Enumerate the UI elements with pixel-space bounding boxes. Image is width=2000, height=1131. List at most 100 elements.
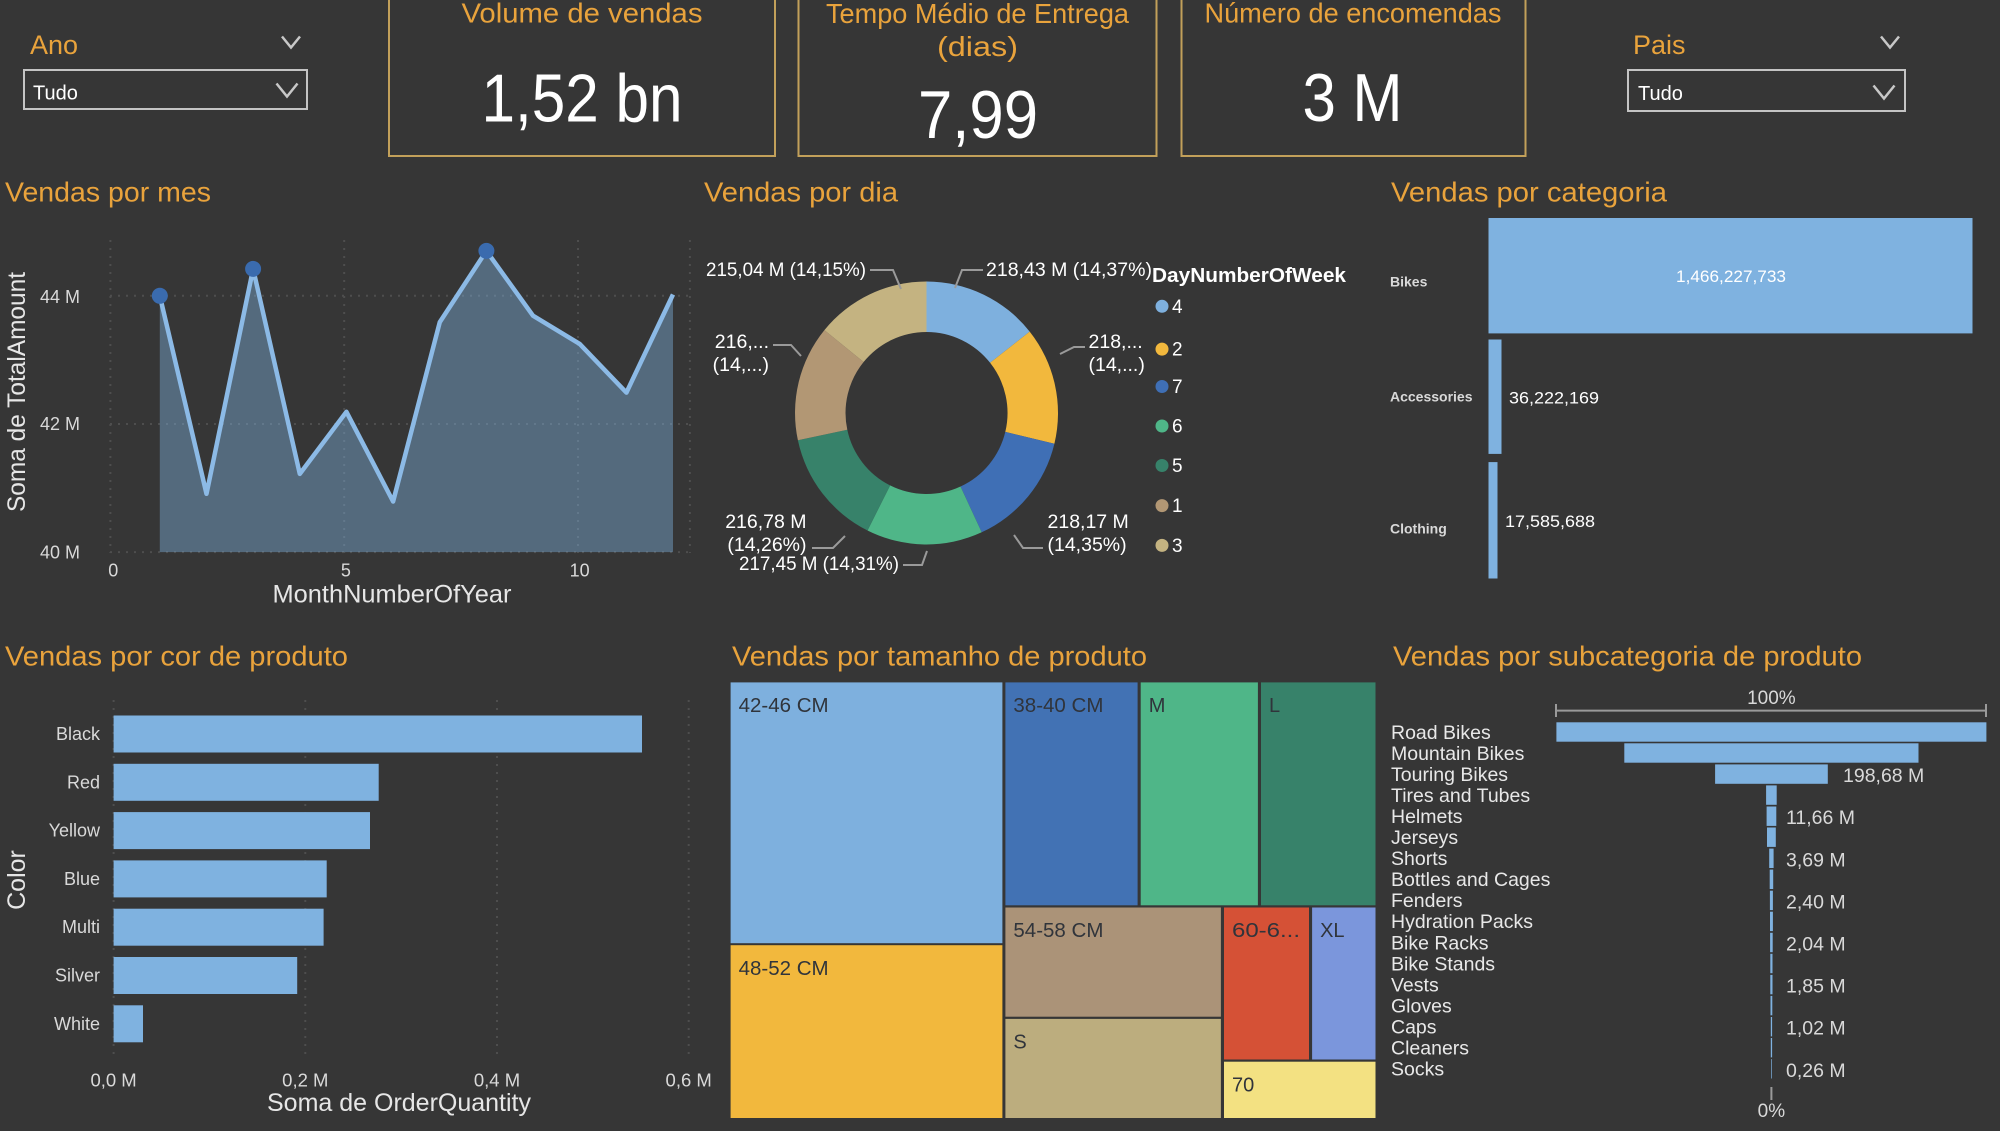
svg-text:Mountain Bikes: Mountain Bikes [1391, 743, 1525, 765]
svg-text:Socks: Socks [1391, 1059, 1444, 1081]
svg-text:Tudo: Tudo [33, 83, 78, 105]
svg-text:217,45 M (14,31%): 217,45 M (14,31%) [739, 553, 899, 575]
svg-text:(14,35%): (14,35%) [1048, 534, 1127, 556]
svg-text:11,66 M: 11,66 M [1786, 807, 1855, 829]
svg-text:Jerseys: Jerseys [1391, 827, 1458, 849]
svg-text:42-46 CM: 42-46 CM [739, 695, 829, 717]
svg-text:7: 7 [1172, 377, 1183, 398]
svg-text:Tempo Médio de Entrega: Tempo Médio de Entrega [826, 0, 1129, 29]
svg-text:Touring Bikes: Touring Bikes [1391, 764, 1508, 786]
svg-text:Hydration Packs: Hydration Packs [1391, 911, 1533, 933]
svg-text:M: M [1149, 695, 1166, 717]
svg-text:Road Bikes: Road Bikes [1391, 722, 1491, 744]
svg-text:Fenders: Fenders [1391, 890, 1463, 912]
svg-text:White: White [54, 1014, 100, 1034]
svg-text:Volume de vendas: Volume de vendas [462, 0, 703, 29]
svg-text:Soma de OrderQuantity: Soma de OrderQuantity [267, 1089, 531, 1117]
svg-text:198,68 M: 198,68 M [1843, 765, 1924, 787]
svg-text:10: 10 [570, 561, 590, 581]
svg-text:Vendas por tamanho de produto: Vendas por tamanho de produto [732, 641, 1147, 672]
svg-text:44 M: 44 M [40, 287, 80, 307]
svg-text:Yellow: Yellow [49, 821, 101, 841]
svg-text:Vendas por dia: Vendas por dia [704, 177, 898, 208]
svg-text:42 M: 42 M [40, 414, 80, 434]
svg-text:0,6 M: 0,6 M [666, 1070, 712, 1091]
svg-text:Blue: Blue [64, 869, 100, 889]
svg-text:218,...: 218,... [1089, 331, 1143, 353]
svg-text:(14,26%): (14,26%) [727, 534, 806, 556]
svg-text:Vendas por cor de produto: Vendas por cor de produto [5, 641, 348, 672]
svg-text:Vests: Vests [1391, 974, 1439, 996]
svg-text:1,85 M: 1,85 M [1786, 976, 1846, 998]
svg-text:Multi: Multi [62, 917, 100, 937]
svg-text:Vendas por mes: Vendas por mes [5, 177, 211, 208]
svg-text:0: 0 [108, 561, 118, 581]
svg-text:Vendas por categoria: Vendas por categoria [1391, 177, 1667, 208]
svg-text:3 M: 3 M [1303, 60, 1403, 136]
svg-text:Helmets: Helmets [1391, 806, 1463, 828]
svg-text:Bike Racks: Bike Racks [1391, 932, 1489, 954]
svg-text:Clothing: Clothing [1390, 521, 1447, 537]
svg-text:Accessories: Accessories [1390, 389, 1473, 405]
svg-text:7,99: 7,99 [918, 77, 1038, 153]
svg-text:100%: 100% [1747, 688, 1796, 709]
svg-text:60-6...: 60-6... [1232, 920, 1300, 942]
svg-text:Shorts: Shorts [1391, 848, 1448, 870]
svg-text:17,585,688: 17,585,688 [1505, 512, 1595, 531]
svg-text:(14,...): (14,...) [1089, 354, 1145, 376]
svg-text:Ano: Ano [30, 30, 78, 60]
svg-text:Color: Color [3, 850, 31, 910]
svg-text:Gloves: Gloves [1391, 995, 1452, 1017]
svg-text:2,40 M: 2,40 M [1786, 891, 1846, 913]
svg-text:Cleaners: Cleaners [1391, 1038, 1469, 1060]
svg-text:Bottles and Cages: Bottles and Cages [1391, 869, 1551, 891]
svg-text:MonthNumberOfYear: MonthNumberOfYear [273, 580, 512, 608]
svg-text:S: S [1013, 1032, 1026, 1054]
svg-text:38-40 CM: 38-40 CM [1013, 695, 1103, 717]
svg-text:54-58 CM: 54-58 CM [1013, 920, 1103, 942]
svg-text:Pais: Pais [1633, 30, 1686, 60]
svg-text:5: 5 [341, 561, 351, 581]
svg-text:2,04 M: 2,04 M [1786, 934, 1846, 956]
svg-text:0,0 M: 0,0 M [90, 1070, 136, 1091]
svg-text:48-52 CM: 48-52 CM [739, 958, 829, 980]
svg-text:Silver: Silver [55, 966, 100, 986]
svg-text:0,4 M: 0,4 M [474, 1070, 520, 1091]
svg-text:Caps: Caps [1391, 1017, 1437, 1039]
svg-text:70: 70 [1232, 1074, 1254, 1096]
svg-text:Black: Black [56, 724, 101, 744]
svg-text:1,466,227,733: 1,466,227,733 [1676, 267, 1786, 286]
svg-text:216,78 M: 216,78 M [725, 511, 806, 533]
svg-text:5: 5 [1172, 456, 1183, 477]
svg-text:Tudo: Tudo [1638, 83, 1683, 105]
svg-text:Tires and Tubes: Tires and Tubes [1391, 785, 1530, 807]
svg-text:Red: Red [67, 772, 100, 792]
svg-text:215,04 M (14,15%): 215,04 M (14,15%) [706, 259, 866, 281]
svg-text:Número de encomendas: Número de encomendas [1205, 0, 1502, 29]
svg-text:4: 4 [1172, 297, 1183, 318]
svg-text:6: 6 [1172, 417, 1183, 438]
svg-text:36,222,169: 36,222,169 [1509, 389, 1599, 408]
svg-text:DayNumberOfWeek: DayNumberOfWeek [1152, 265, 1347, 287]
svg-text:40 M: 40 M [40, 542, 80, 562]
svg-text:3: 3 [1172, 536, 1183, 557]
svg-text:0,2 M: 0,2 M [282, 1070, 328, 1091]
svg-text:0%: 0% [1758, 1101, 1786, 1122]
svg-text:0,26 M: 0,26 M [1786, 1060, 1846, 1082]
svg-text:3,69 M: 3,69 M [1786, 849, 1846, 871]
svg-text:Bike Stands: Bike Stands [1391, 953, 1495, 975]
svg-text:XL: XL [1320, 920, 1344, 942]
svg-text:1,02 M: 1,02 M [1786, 1018, 1846, 1040]
svg-text:L: L [1269, 695, 1280, 717]
svg-text:216,...: 216,... [715, 331, 769, 353]
svg-text:Bikes: Bikes [1390, 274, 1428, 290]
svg-text:Soma de TotalAmount: Soma de TotalAmount [3, 272, 31, 512]
svg-text:2: 2 [1172, 340, 1183, 361]
svg-text:Vendas por subcategoria de pro: Vendas por subcategoria de produto [1393, 641, 1862, 672]
svg-text:1: 1 [1172, 496, 1183, 517]
svg-text:(14,...): (14,...) [713, 354, 769, 376]
svg-text:1,52 bn: 1,52 bn [482, 60, 683, 136]
svg-text:218,17 M: 218,17 M [1048, 511, 1129, 533]
svg-text:218,43 M (14,37%): 218,43 M (14,37%) [986, 259, 1152, 281]
svg-text:(dias): (dias) [937, 31, 1018, 62]
